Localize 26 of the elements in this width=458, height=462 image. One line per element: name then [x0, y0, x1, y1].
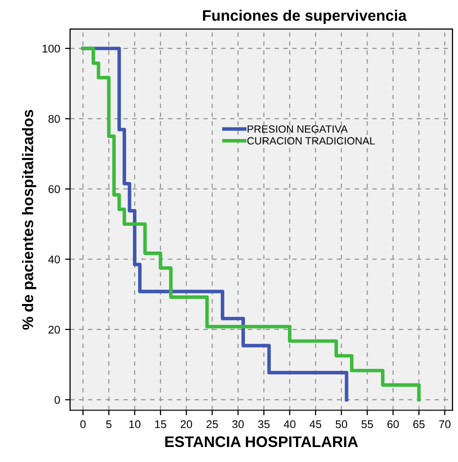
x-tick-label: 10 — [129, 420, 140, 428]
x-axis-title: ESTANCIA HOSPITALARIA — [165, 436, 358, 448]
legend-label: PRESION NEGATIVA — [248, 125, 348, 133]
x-tick-label: 5 — [106, 420, 112, 428]
y-tick-label: 80 — [48, 114, 60, 123]
x-tick-label: 0 — [80, 420, 86, 428]
x-tick-label: 70 — [439, 420, 450, 428]
x-tick-label: 25 — [206, 420, 218, 428]
y-tick-label: 40 — [48, 255, 60, 264]
y-axis-title: % de pacientes hospitalizados — [22, 110, 36, 330]
x-tick-label: 65 — [413, 420, 425, 428]
chart-title: Funciones de supervivencia — [203, 10, 407, 24]
y-tick-label: 0 — [54, 396, 60, 404]
x-tick-label: 60 — [387, 420, 399, 428]
x-tick-label: 40 — [284, 420, 296, 428]
x-tick-label: 50 — [336, 420, 348, 428]
x-tick-label: 30 — [232, 420, 244, 428]
x-tick-label: 45 — [310, 420, 322, 428]
y-tick-label: 60 — [48, 185, 60, 194]
x-tick-label: 15 — [155, 420, 166, 428]
y-tick-label: 20 — [48, 326, 60, 334]
x-tick-label: 20 — [180, 420, 192, 428]
legend-label: CURACION TRADICIONAL — [247, 137, 375, 145]
y-tick-label: 100 — [42, 44, 60, 53]
x-tick-label: 55 — [362, 420, 373, 428]
x-tick-label: 35 — [258, 420, 270, 428]
